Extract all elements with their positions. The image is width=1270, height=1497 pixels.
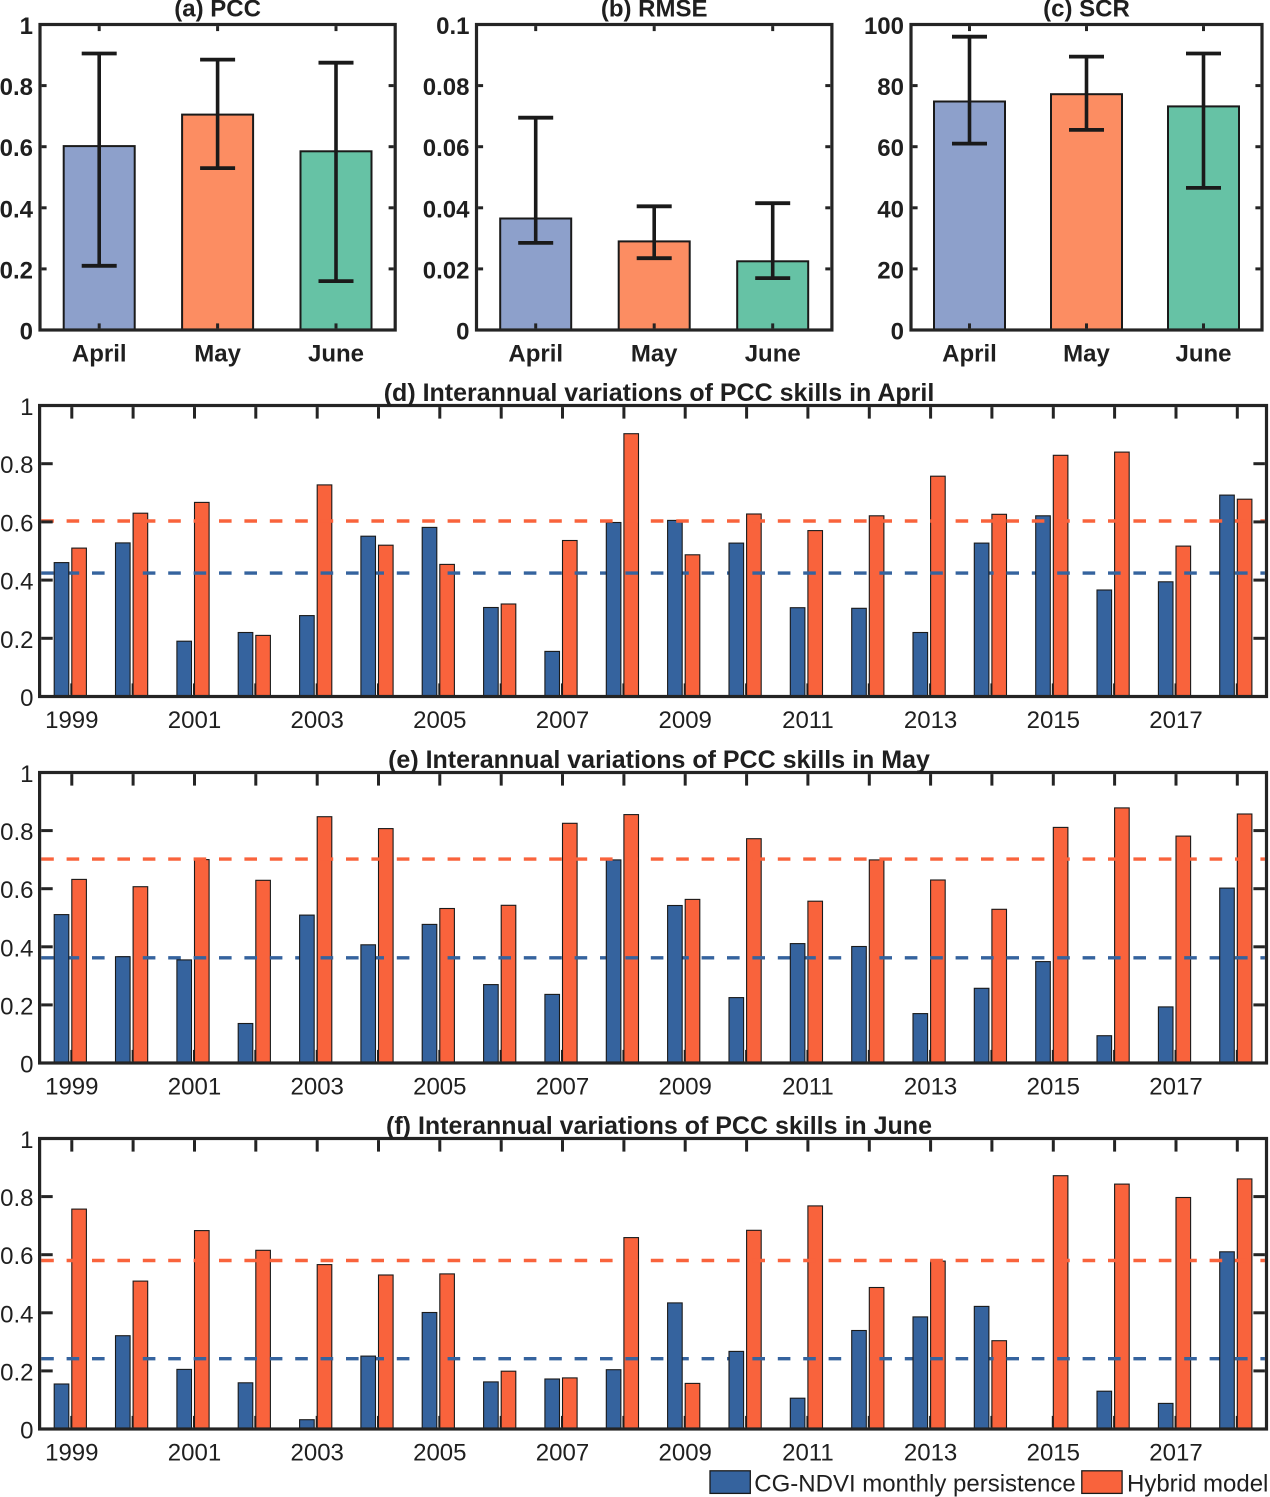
svg-text:2011: 2011	[782, 707, 834, 734]
svg-text:0: 0	[456, 319, 469, 346]
svg-text:0: 0	[20, 685, 33, 712]
svg-text:100: 100	[864, 13, 904, 40]
svg-text:2015: 2015	[1027, 1440, 1080, 1467]
svg-text:0: 0	[891, 319, 904, 346]
svg-text:(e) Interannual variations of: (e) Interannual variations of PCC skills…	[388, 746, 930, 774]
svg-text:1999: 1999	[45, 1440, 98, 1467]
svg-text:2015: 2015	[1027, 1074, 1080, 1101]
svg-text:2015: 2015	[1027, 707, 1080, 734]
svg-text:0.04: 0.04	[423, 196, 470, 223]
svg-text:1999: 1999	[45, 707, 98, 734]
svg-text:May: May	[631, 341, 678, 368]
svg-text:2001: 2001	[168, 707, 221, 734]
svg-text:2005: 2005	[413, 1440, 466, 1467]
svg-text:June: June	[745, 341, 801, 368]
svg-text:0.8: 0.8	[0, 452, 33, 479]
svg-text:2017: 2017	[1149, 1074, 1202, 1101]
svg-text:1: 1	[20, 394, 33, 421]
svg-text:1999: 1999	[45, 1074, 98, 1101]
svg-text:2001: 2001	[168, 1440, 221, 1467]
svg-text:0.6: 0.6	[0, 510, 33, 537]
svg-text:40: 40	[877, 196, 904, 223]
svg-text:0.4: 0.4	[0, 1301, 33, 1328]
svg-text:0.1: 0.1	[436, 13, 469, 40]
svg-text:Hybrid model: Hybrid model	[1127, 1470, 1268, 1497]
svg-text:0: 0	[20, 1052, 33, 1079]
svg-text:0.2: 0.2	[0, 257, 33, 284]
svg-text:2013: 2013	[904, 1440, 957, 1467]
svg-text:1: 1	[20, 761, 33, 788]
svg-text:0.2: 0.2	[0, 627, 33, 654]
svg-text:June: June	[308, 341, 364, 368]
svg-text:2003: 2003	[291, 1074, 344, 1101]
svg-text:1: 1	[20, 1127, 33, 1154]
svg-text:April: April	[942, 341, 997, 368]
svg-text:2003: 2003	[291, 707, 344, 734]
svg-text:0.4: 0.4	[0, 196, 34, 223]
svg-text:May: May	[194, 341, 241, 368]
svg-text:2013: 2013	[904, 707, 957, 734]
svg-text:0: 0	[20, 319, 33, 346]
svg-text:(f) Interannual variations of: (f) Interannual variations of PCC skills…	[386, 1112, 932, 1140]
svg-text:0.6: 0.6	[0, 877, 33, 904]
svg-text:2007: 2007	[536, 707, 589, 734]
svg-text:0.2: 0.2	[0, 993, 33, 1020]
svg-text:2011: 2011	[782, 1440, 834, 1467]
svg-text:0.4: 0.4	[0, 569, 33, 596]
svg-text:(d) Interannual variations of: (d) Interannual variations of PCC skills…	[384, 379, 935, 407]
svg-text:2005: 2005	[413, 707, 466, 734]
svg-text:0.08: 0.08	[423, 74, 470, 101]
svg-text:60: 60	[877, 135, 904, 162]
svg-text:2007: 2007	[536, 1440, 589, 1467]
svg-text:2017: 2017	[1149, 707, 1202, 734]
svg-text:1: 1	[20, 13, 33, 40]
svg-text:(c) SCR: (c) SCR	[1043, 0, 1130, 23]
svg-text:2003: 2003	[291, 1440, 344, 1467]
svg-text:0.8: 0.8	[0, 74, 33, 101]
svg-text:2007: 2007	[536, 1074, 589, 1101]
svg-text:20: 20	[877, 257, 904, 284]
svg-text:June: June	[1175, 341, 1231, 368]
svg-text:0.2: 0.2	[0, 1359, 33, 1386]
svg-text:2017: 2017	[1149, 1440, 1202, 1467]
svg-text:2005: 2005	[413, 1074, 466, 1101]
svg-text:(a) PCC: (a) PCC	[174, 0, 261, 23]
svg-text:0.8: 0.8	[0, 819, 33, 846]
svg-text:0.06: 0.06	[423, 135, 470, 162]
svg-text:0.4: 0.4	[0, 935, 33, 962]
svg-text:2001: 2001	[168, 1074, 221, 1101]
svg-text:2009: 2009	[659, 1074, 712, 1101]
svg-text:2011: 2011	[782, 1074, 834, 1101]
svg-text:2009: 2009	[659, 1440, 712, 1467]
svg-text:0.6: 0.6	[0, 1243, 33, 1270]
svg-text:80: 80	[877, 74, 904, 101]
svg-text:April: April	[508, 341, 563, 368]
svg-text:0: 0	[20, 1418, 33, 1445]
svg-text:2009: 2009	[659, 707, 712, 734]
svg-text:May: May	[1063, 341, 1110, 368]
svg-text:0.6: 0.6	[0, 135, 33, 162]
svg-text:(b) RMSE: (b) RMSE	[601, 0, 708, 23]
svg-text:CG-NDVI monthly persistence: CG-NDVI monthly persistence	[754, 1470, 1075, 1497]
svg-text:0.8: 0.8	[0, 1185, 33, 1212]
svg-text:0.02: 0.02	[423, 257, 470, 284]
svg-text:2013: 2013	[904, 1074, 957, 1101]
svg-text:April: April	[72, 341, 127, 368]
